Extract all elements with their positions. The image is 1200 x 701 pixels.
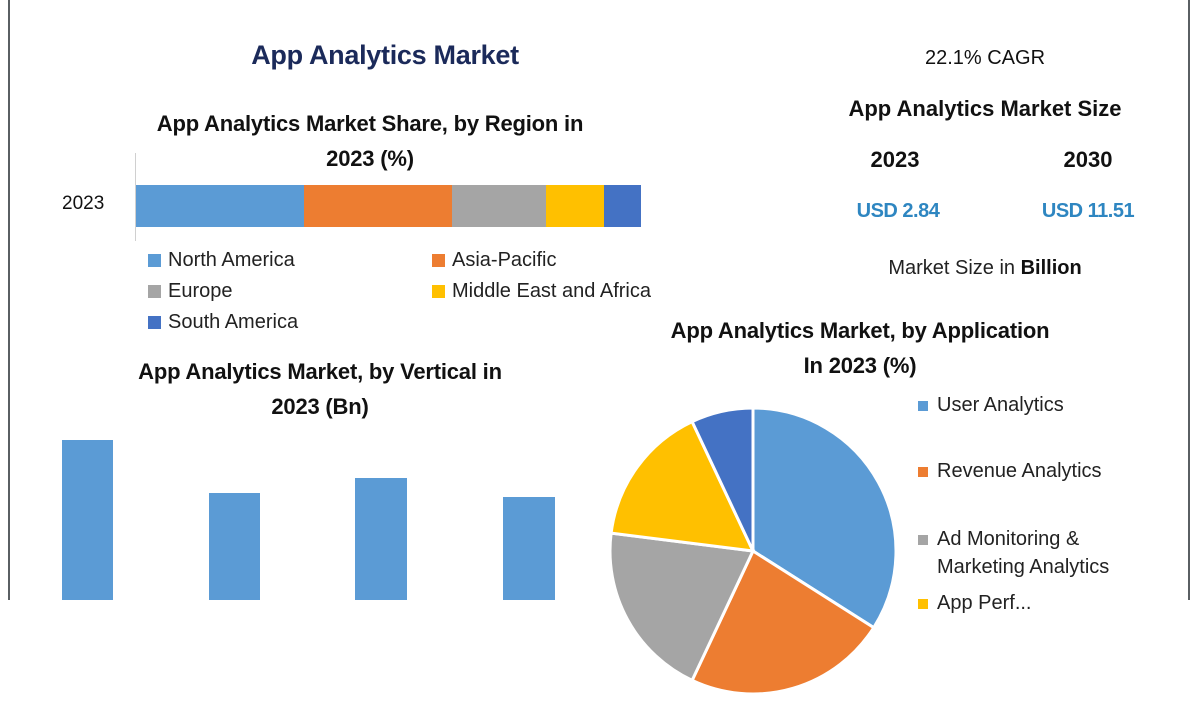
- region-chart-y-label: 2023: [62, 193, 105, 214]
- region-legend: North America Asia-Pacific Europe Middle Ea…: [148, 247, 708, 335]
- market-size-title: App Analytics Market Size: [848, 96, 1122, 121]
- application-chart-title-line1: App Analytics Market, by Application: [670, 318, 1050, 343]
- pie-slice-app-performance: [609, 419, 756, 553]
- legend-label: Europe: [168, 279, 233, 302]
- year-end: 2030: [1063, 147, 1113, 172]
- page-title: App Analytics Market: [251, 40, 519, 70]
- legend-item: Europe: [148, 278, 432, 304]
- region-chart-title-line1: App Analytics Market Share, by Region in: [156, 111, 584, 136]
- legend-item-app-performance: App Perf...: [918, 589, 1032, 617]
- bar-segment-north-america: [136, 185, 305, 227]
- bar-segment-middle-east-and-africa: [546, 185, 605, 227]
- legend-swatch: [148, 315, 161, 329]
- pie-slice-other: [690, 407, 755, 552]
- legend-item-revenue-analytics: Revenue Analytics: [918, 457, 1102, 485]
- legend-swatch: [918, 535, 928, 545]
- vertical-chart-title: App Analytics Market, by Vertical in 202…: [80, 354, 560, 424]
- legend-swatch: [148, 253, 161, 267]
- bar-segment-asia-pacific: [304, 185, 453, 227]
- value-end: USD 11.51: [1041, 200, 1135, 222]
- cagr-label: 22.1% CAGR: [924, 47, 1046, 69]
- region-chart-axis: [135, 153, 136, 241]
- legend-swatch: [918, 599, 928, 609]
- legend-item: Middle East and Africa: [432, 278, 708, 304]
- region-stacked-bar: [136, 185, 641, 227]
- legend-item-ad-monitoring: Ad Monitoring & Marketing Analytics: [918, 525, 1109, 581]
- legend-label: South America: [168, 310, 299, 333]
- application-chart-title-line2: In 2023 (%): [803, 353, 917, 378]
- legend-label: App Perf...: [937, 592, 1032, 614]
- vertical-bar-3: [355, 478, 407, 600]
- unit-note: Market Size in Billion: [820, 257, 1150, 280]
- legend-swatch: [148, 284, 161, 298]
- legend-swatch: [918, 401, 928, 411]
- legend-label: Revenue Analytics: [937, 460, 1102, 482]
- unit-prefix: Market Size in: [888, 257, 1021, 279]
- year-start: 2023: [870, 147, 920, 172]
- frame-right-border: [1188, 0, 1190, 600]
- legend-swatch: [432, 253, 445, 267]
- legend-item: North America: [148, 247, 432, 273]
- unit-bold: Billion: [1020, 257, 1082, 279]
- legend-label-line2: Marketing Analytics: [937, 556, 1110, 578]
- legend-item: South America: [148, 309, 432, 335]
- application-pie-chart: [608, 407, 898, 696]
- application-chart-title: App Analytics Market, by Application In …: [620, 313, 1100, 383]
- vertical-chart-title-line2: 2023 (Bn): [271, 394, 369, 419]
- vertical-bar-1: [62, 440, 113, 600]
- region-chart-title-line2: 2023 (%): [326, 146, 414, 171]
- value-start: USD 2.84: [856, 200, 940, 222]
- bar-segment-south-america: [604, 185, 641, 227]
- legend-label: North America: [168, 248, 295, 271]
- frame-left-border: [8, 0, 10, 600]
- vertical-bar-4: [503, 497, 555, 600]
- legend-label: Ad Monitoring & Marketing Analytics: [937, 525, 1109, 581]
- legend-item: Asia-Pacific: [432, 247, 708, 273]
- legend-swatch: [432, 284, 445, 298]
- bar-segment-europe: [452, 185, 547, 227]
- legend-swatch: [918, 467, 928, 477]
- legend-label: Asia-Pacific: [452, 248, 557, 271]
- legend-label: User Analytics: [937, 394, 1064, 416]
- vertical-chart-title-line1: App Analytics Market, by Vertical in: [138, 359, 502, 384]
- region-chart-title: App Analytics Market Share, by Region in…: [110, 106, 630, 176]
- legend-item-user-analytics: User Analytics: [918, 391, 1064, 419]
- legend-label-line1: Ad Monitoring &: [937, 528, 1080, 550]
- vertical-bar-2: [209, 493, 260, 600]
- legend-label: Middle East and Africa: [452, 279, 651, 302]
